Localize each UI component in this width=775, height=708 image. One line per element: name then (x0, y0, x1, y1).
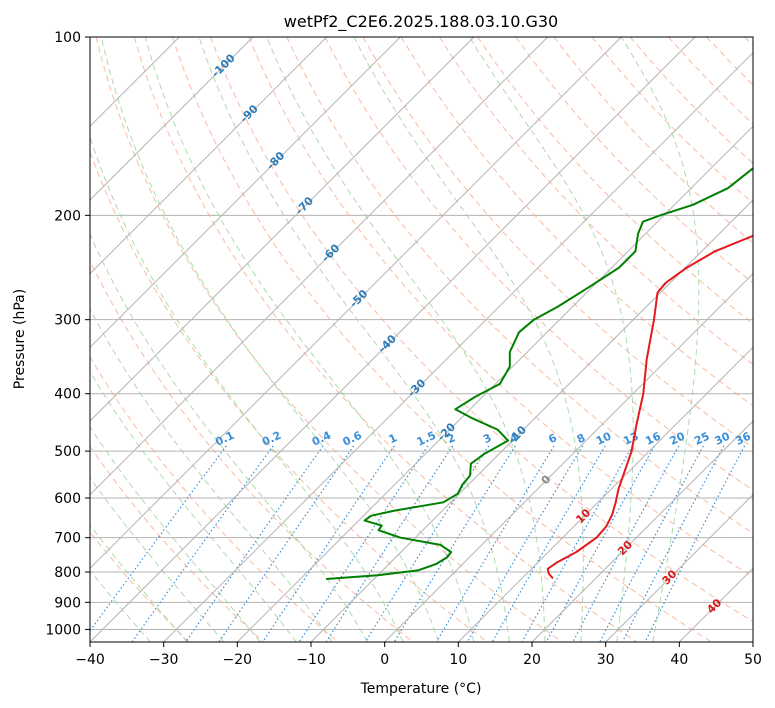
mixing-ratio-label: 10 (594, 429, 614, 447)
y-tick-label: 1000 (45, 622, 81, 638)
y-tick-label: 100 (54, 30, 81, 46)
mixing-ratio-line (435, 445, 555, 642)
x-tick-label: −20 (223, 652, 253, 668)
y-tick-label: 200 (54, 208, 81, 224)
moist-adiabat (266, 37, 546, 642)
dry-adiabats (90, 37, 753, 642)
dry-adiabat (133, 37, 638, 642)
x-tick-label: 40 (670, 652, 688, 668)
mixing-ratio-line (466, 445, 584, 642)
isotherm-line (310, 199, 753, 642)
isotherm-line (90, 37, 401, 349)
isotherm-line (90, 37, 549, 496)
mixing-ratio-line (90, 445, 227, 632)
moist-adiabat (469, 37, 634, 642)
mixing-ratio-line (599, 445, 704, 642)
isotherm-line (90, 37, 696, 642)
dry-adiabat (438, 37, 753, 366)
dry-adiabat (248, 37, 753, 578)
y-tick-label: 400 (54, 387, 81, 403)
y-tick-label: 700 (54, 531, 81, 547)
moist-adiabat (90, 569, 151, 642)
moist-adiabats (90, 37, 700, 642)
x-axis-label: Temperature (°C) (360, 681, 482, 697)
y-axis-label: Pressure (hPa) (12, 289, 28, 389)
isotherm-line (163, 51, 753, 642)
dry-adiabat (95, 37, 563, 642)
dry-adiabat (477, 37, 753, 325)
x-tick-label: −30 (149, 652, 179, 668)
mixing-ratio-line (491, 445, 606, 642)
x-tick-label: −10 (296, 652, 326, 668)
isotherm-line (90, 37, 475, 422)
x-axis-ticks: −40 −30 −20 −10 0 10 20 30 40 50 (75, 642, 762, 668)
dry-adiabat (210, 37, 753, 623)
dry-adiabat (324, 37, 753, 491)
mixing-ratio-line (393, 445, 516, 642)
mixing-ratio-label: 36 (733, 429, 753, 447)
y-tick-label: 800 (54, 565, 81, 581)
y-tick-label: 300 (54, 313, 81, 329)
plot-area: 0.1 0.2 0.4 0.6 1 1.5 2 3 4 6 8 10 13 16 20 25 30 36-100-… (90, 37, 753, 642)
x-tick-label: 20 (523, 652, 541, 668)
moist-adiabat (90, 476, 225, 642)
moist-adiabat (198, 37, 510, 642)
temperature-profile (546, 234, 753, 580)
isotherm-gridlines (90, 37, 753, 642)
x-tick-label: 30 (597, 652, 615, 668)
x-tick-label: −40 (75, 652, 105, 668)
mixing-ratio-line (644, 445, 746, 642)
isotherm-line (90, 37, 254, 201)
moist-adiabat (90, 308, 333, 642)
isotherm-line (605, 493, 753, 642)
y-tick-label: 500 (54, 444, 81, 460)
isotherm-line (384, 272, 753, 642)
moist-adiabat (100, 37, 439, 642)
chart-title: wetPf2_C2E6.2025.188.03.10.G30 (284, 12, 558, 32)
moist-adiabat (90, 524, 188, 642)
mixing-ratio-label: 25 (692, 430, 711, 448)
x-tick-label: 50 (744, 652, 762, 668)
isotherm-line (531, 420, 753, 642)
dewpoint-profile (326, 167, 753, 580)
mixing-ratio-line (218, 445, 355, 642)
mixing-ratio-label: 16 (643, 429, 663, 447)
moist-adiabat (144, 37, 475, 642)
moist-adiabat (90, 135, 404, 642)
isotherm-line (457, 346, 753, 642)
mixing-ratio-label: 13 (621, 430, 640, 448)
isotherm-line (236, 125, 753, 642)
moist-adiabat (90, 232, 369, 642)
moist-adiabat (90, 370, 297, 642)
mixing-ratio-line (325, 445, 454, 642)
isotherm-line (90, 37, 622, 570)
mixing-ratio-label: 30 (713, 429, 733, 447)
y-axis-ticks: 100 200 300 400 500 600 700 800 900 1000 (45, 30, 90, 638)
dry-adiabat (90, 445, 264, 642)
plot-frame (89, 36, 754, 643)
x-tick-label: 0 (380, 652, 389, 668)
dry-adiabat (90, 150, 488, 642)
moist-adiabat (90, 426, 261, 642)
moist-adiabat (620, 37, 700, 642)
y-tick-label: 900 (54, 595, 81, 611)
dry-adiabat (90, 356, 339, 642)
mixing-ratio-line (545, 445, 656, 642)
x-tick-label: 10 (449, 652, 467, 668)
mixing-ratio-line (572, 445, 680, 642)
mixing-ratio-line (131, 445, 274, 642)
pressure-gridlines (90, 37, 753, 630)
sounding-profiles (326, 167, 753, 580)
isotherm-line (90, 37, 328, 275)
y-tick-label: 600 (54, 491, 81, 507)
mixing-ratio-label: 20 (668, 429, 688, 447)
mixing-ratio-line (262, 445, 395, 642)
